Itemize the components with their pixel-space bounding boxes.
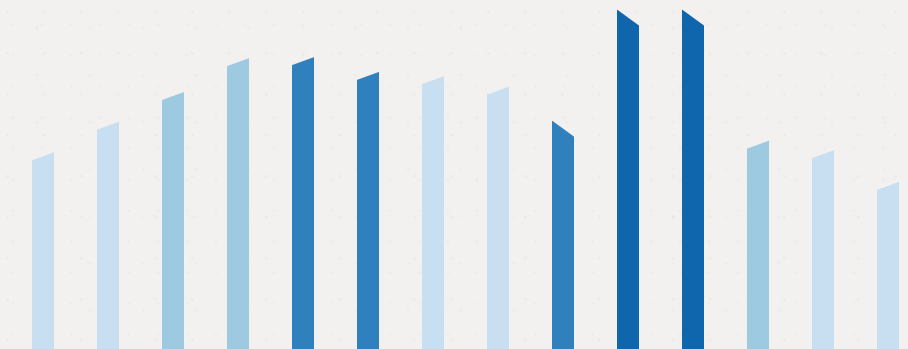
- bar-5: [292, 57, 314, 349]
- bar-series: [32, 9, 899, 349]
- bar-7: [422, 76, 444, 349]
- bar-1: [32, 152, 54, 349]
- bar-10: [617, 9, 639, 349]
- bar-12: [747, 140, 769, 349]
- bar-9: [552, 120, 574, 349]
- bar-2: [97, 121, 119, 349]
- bar-14: [877, 181, 899, 349]
- bar-3: [162, 92, 184, 349]
- bar-6: [357, 71, 379, 349]
- bar-8: [487, 86, 509, 349]
- bar-13: [812, 150, 834, 349]
- bar-11: [682, 9, 704, 349]
- bar-4: [227, 58, 249, 349]
